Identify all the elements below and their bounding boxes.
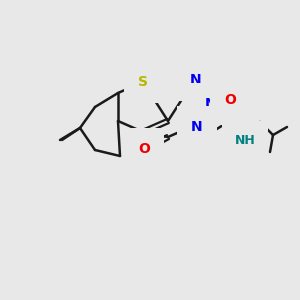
Text: N: N	[190, 73, 202, 87]
Text: NH: NH	[235, 134, 255, 146]
Text: N: N	[191, 120, 203, 134]
Text: O: O	[138, 142, 150, 156]
Text: N: N	[205, 97, 217, 111]
Text: S: S	[138, 75, 148, 89]
Text: O: O	[224, 93, 236, 107]
